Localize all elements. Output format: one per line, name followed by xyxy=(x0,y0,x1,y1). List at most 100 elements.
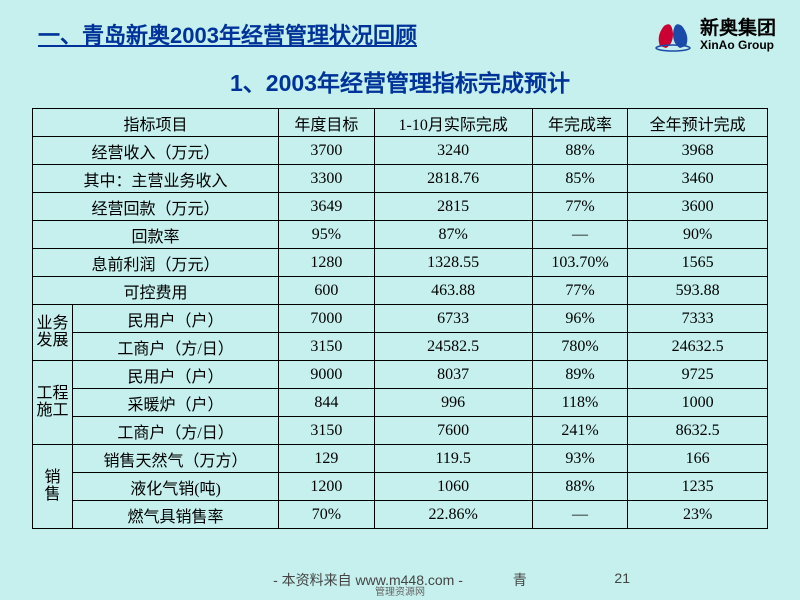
table-row: 业务发展民用户（户）7000673396%7333 xyxy=(33,305,768,333)
category-cell: 工程施工 xyxy=(33,361,73,445)
cell: 1328.55 xyxy=(374,249,532,277)
cell: — xyxy=(532,221,627,249)
cell: 24582.5 xyxy=(374,333,532,361)
cell: 3460 xyxy=(628,165,768,193)
table-row: 息前利润（万元）12801328.55103.70%1565 xyxy=(33,249,768,277)
cell: 93% xyxy=(532,445,627,473)
table-row: 可控费用600463.8877%593.88 xyxy=(33,277,768,305)
cell: 3150 xyxy=(279,333,374,361)
cell: 2818.76 xyxy=(374,165,532,193)
row-label: 回款率 xyxy=(33,221,279,249)
cell: 85% xyxy=(532,165,627,193)
row-label: 其中：主营业务收入 xyxy=(33,165,279,193)
page-number: 21 xyxy=(614,570,630,586)
cell: 7000 xyxy=(279,305,374,333)
cell: 1200 xyxy=(279,473,374,501)
col-header: 全年预计完成 xyxy=(628,109,768,137)
footer-extra: 青 xyxy=(513,570,527,590)
metrics-table: 指标项目年度目标1-10月实际完成年完成率全年预计完成经营收入（万元）37003… xyxy=(32,108,768,529)
cell: 3240 xyxy=(374,137,532,165)
row-label: 经营收入（万元） xyxy=(33,137,279,165)
cell: 600 xyxy=(279,277,374,305)
cell: 7600 xyxy=(374,417,532,445)
cell: — xyxy=(532,501,627,529)
cell: 3968 xyxy=(628,137,768,165)
cell: 7333 xyxy=(628,305,768,333)
cell: 3600 xyxy=(628,193,768,221)
cell: 780% xyxy=(532,333,627,361)
cell: 90% xyxy=(628,221,768,249)
cell: 88% xyxy=(532,473,627,501)
table-header-row: 指标项目年度目标1-10月实际完成年完成率全年预计完成 xyxy=(33,109,768,137)
row-label: 液化气销(吨) xyxy=(73,473,279,501)
table-row: 经营回款（万元）3649281577%3600 xyxy=(33,193,768,221)
col-header: 年度目标 xyxy=(279,109,374,137)
logo-text-en: XinAo Group xyxy=(700,39,776,52)
row-label: 息前利润（万元） xyxy=(33,249,279,277)
cell: 70% xyxy=(279,501,374,529)
table-row: 工商户（方/日）31507600241%8632.5 xyxy=(33,417,768,445)
cell: 88% xyxy=(532,137,627,165)
cell: 1280 xyxy=(279,249,374,277)
cell: 3150 xyxy=(279,417,374,445)
cell: 89% xyxy=(532,361,627,389)
category-cell: 销售 xyxy=(33,445,73,529)
cell: 1235 xyxy=(628,473,768,501)
cell: 8037 xyxy=(374,361,532,389)
logo-text-cn: 新奥集团 xyxy=(700,19,776,39)
col-header: 指标项目 xyxy=(33,109,279,137)
table-row: 液化气销(吨)1200106088%1235 xyxy=(33,473,768,501)
section-title: 一、青岛新奥2003年经营管理状况回顾 xyxy=(38,18,417,50)
cell: 24632.5 xyxy=(628,333,768,361)
row-label: 民用户（户） xyxy=(73,361,279,389)
cell: 8632.5 xyxy=(628,417,768,445)
table-row: 回款率95%87%—90% xyxy=(33,221,768,249)
cell: 23% xyxy=(628,501,768,529)
cell: 3300 xyxy=(279,165,374,193)
table-row: 燃气具销售率70%22.86%—23% xyxy=(33,501,768,529)
cell: 87% xyxy=(374,221,532,249)
cell: 241% xyxy=(532,417,627,445)
row-label: 工商户（方/日） xyxy=(73,333,279,361)
row-label: 经营回款（万元） xyxy=(33,193,279,221)
cell: 1060 xyxy=(374,473,532,501)
cell: 3649 xyxy=(279,193,374,221)
cell: 2815 xyxy=(374,193,532,221)
row-label: 可控费用 xyxy=(33,277,279,305)
table-row: 工商户（方/日）315024582.5780%24632.5 xyxy=(33,333,768,361)
row-label: 工商户（方/日） xyxy=(73,417,279,445)
cell: 9725 xyxy=(628,361,768,389)
footer-source: - 本资料来自 www.m448.com - xyxy=(273,570,463,590)
cell: 118% xyxy=(532,389,627,417)
row-label: 燃气具销售率 xyxy=(73,501,279,529)
category-cell: 业务发展 xyxy=(33,305,73,361)
table-row: 工程施工民用户（户）9000803789%9725 xyxy=(33,361,768,389)
table-row: 经营收入（万元）3700324088%3968 xyxy=(33,137,768,165)
cell: 22.86% xyxy=(374,501,532,529)
xinao-logo-icon xyxy=(652,18,694,52)
cell: 463.88 xyxy=(374,277,532,305)
cell: 103.70% xyxy=(532,249,627,277)
table-row: 其中：主营业务收入33002818.7685%3460 xyxy=(33,165,768,193)
cell: 9000 xyxy=(279,361,374,389)
col-header: 1-10月实际完成 xyxy=(374,109,532,137)
cell: 77% xyxy=(532,277,627,305)
footer-sublogo: 管理资源网 xyxy=(375,583,425,598)
table-row: 采暖炉（户）844996118%1000 xyxy=(33,389,768,417)
cell: 166 xyxy=(628,445,768,473)
cell: 996 xyxy=(374,389,532,417)
cell: 96% xyxy=(532,305,627,333)
row-label: 采暖炉（户） xyxy=(73,389,279,417)
cell: 95% xyxy=(279,221,374,249)
cell: 77% xyxy=(532,193,627,221)
row-label: 民用户（户） xyxy=(73,305,279,333)
slide-subtitle: 1、2003年经营管理指标完成预计 xyxy=(0,64,800,98)
company-logo: 新奥集团 XinAo Group xyxy=(652,18,776,52)
table-row: 销售销售天然气（万方）129119.593%166 xyxy=(33,445,768,473)
col-header: 年完成率 xyxy=(532,109,627,137)
cell: 6733 xyxy=(374,305,532,333)
cell: 119.5 xyxy=(374,445,532,473)
cell: 1565 xyxy=(628,249,768,277)
cell: 3700 xyxy=(279,137,374,165)
cell: 1000 xyxy=(628,389,768,417)
